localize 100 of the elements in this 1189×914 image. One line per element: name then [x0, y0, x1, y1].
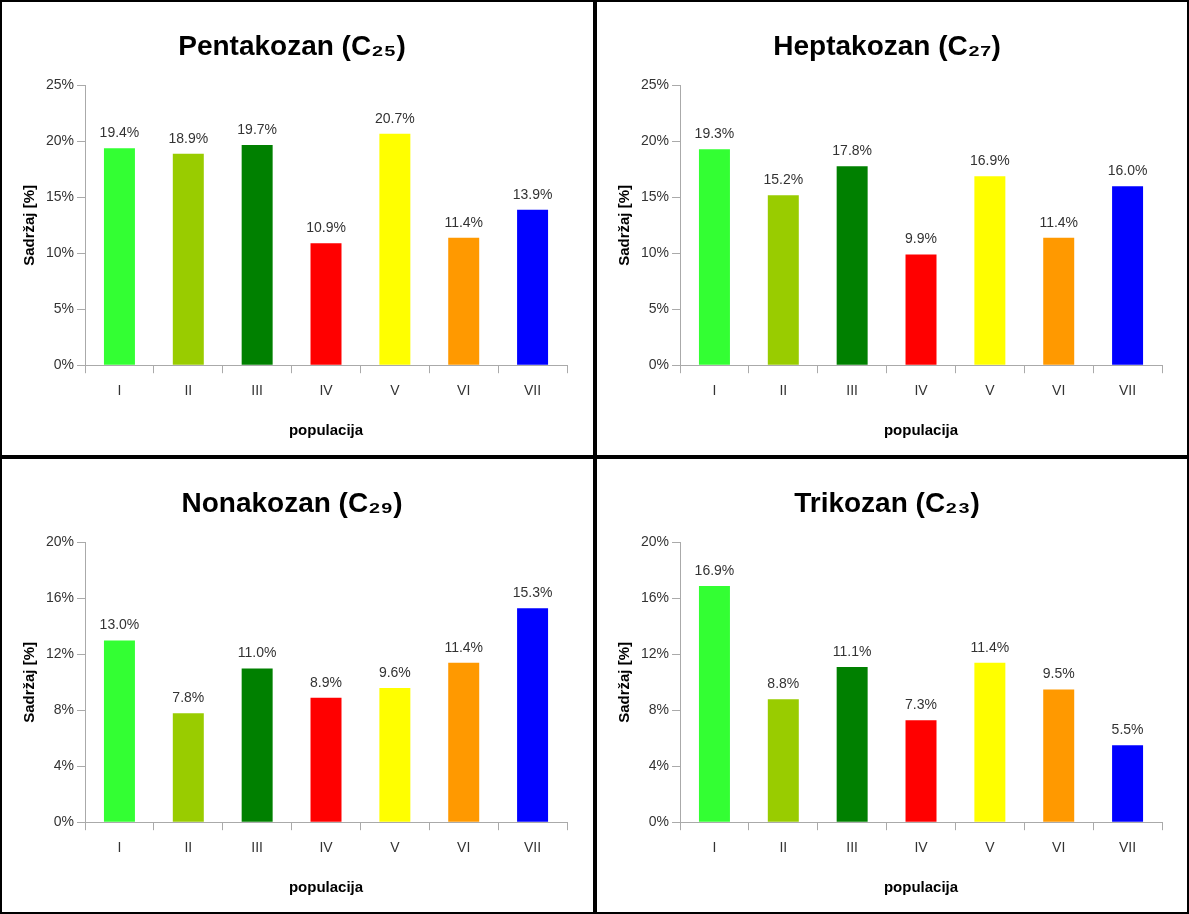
data-label: 16.9% — [694, 561, 735, 578]
data-label: 19.7% — [237, 120, 278, 137]
bar — [310, 697, 342, 822]
bar — [698, 149, 730, 365]
x-tick-label: IV — [914, 839, 929, 856]
x-tick-label: I — [712, 839, 717, 856]
x-tick-label: IV — [319, 382, 334, 399]
x-tick-label: I — [117, 382, 122, 399]
x-tick-label: VI — [1052, 382, 1066, 399]
x-tick-label: VII — [524, 382, 542, 399]
x-tick-label: VI — [457, 382, 471, 399]
bar — [1043, 237, 1075, 365]
bar — [103, 640, 135, 822]
data-label: 11.4% — [970, 638, 1010, 655]
y-tick-label: 20% — [640, 533, 670, 550]
x-axis-title: populacija — [288, 878, 364, 896]
y-tick-label: 4% — [648, 757, 670, 774]
data-label: 17.8% — [832, 141, 873, 158]
data-label: 16.0% — [1107, 162, 1148, 179]
x-tick-label: II — [184, 382, 193, 399]
y-tick-label: 25% — [640, 76, 670, 93]
x-tick-label: IV — [914, 382, 929, 399]
x-tick-label: VII — [524, 839, 542, 856]
y-tick-label: 20% — [45, 132, 75, 149]
y-tick-label: 12% — [640, 645, 670, 662]
bar — [241, 668, 273, 822]
x-tick-label: III — [846, 382, 858, 399]
bar — [767, 699, 799, 822]
data-label: 13.0% — [99, 616, 140, 633]
chart-title: Trikozan (C₂₃) — [794, 486, 980, 518]
x-tick-label: V — [390, 382, 401, 399]
bar — [905, 720, 937, 822]
y-tick-label: 15% — [640, 188, 670, 205]
x-tick-label: III — [251, 839, 263, 856]
bar — [448, 237, 480, 365]
data-label: 15.3% — [512, 584, 553, 601]
x-tick-label: V — [985, 382, 996, 399]
x-tick-label: IV — [319, 839, 334, 856]
data-label: 9.6% — [378, 663, 411, 680]
y-tick-label: 16% — [640, 589, 670, 606]
bar — [172, 713, 204, 822]
x-axis-title: populacija — [883, 421, 959, 439]
data-label: 11.0% — [237, 644, 277, 661]
x-tick-label: I — [712, 382, 717, 399]
bar — [379, 133, 411, 365]
y-tick-label: 0% — [648, 813, 670, 830]
x-tick-label: I — [117, 839, 122, 856]
y-tick-label: 25% — [45, 76, 75, 93]
x-tick-label: III — [251, 382, 263, 399]
x-tick-label: II — [184, 839, 193, 856]
x-tick-label: VI — [1052, 839, 1066, 856]
bar — [103, 148, 135, 365]
y-axis-title: Sadržaj [%] — [615, 641, 633, 723]
data-label: 9.9% — [905, 230, 937, 247]
bar — [1043, 689, 1075, 822]
x-tick-label: V — [985, 839, 996, 856]
x-axis-title: populacija — [883, 878, 959, 896]
x-axis-title: populacija — [288, 421, 364, 439]
chart-title: Heptakozan (C₂₇) — [773, 29, 1001, 61]
data-label: 19.4% — [99, 124, 140, 141]
data-label: 7.3% — [905, 696, 937, 713]
data-label: 11.4% — [1039, 213, 1079, 230]
data-label: 9.5% — [1042, 665, 1075, 682]
data-label: 7.8% — [172, 689, 205, 706]
y-tick-label: 16% — [45, 589, 75, 606]
data-label: 8.9% — [310, 673, 342, 690]
bar — [905, 254, 937, 365]
data-label: 13.9% — [512, 185, 553, 202]
y-tick-label: 20% — [45, 533, 75, 550]
bar — [767, 195, 799, 365]
y-tick-label: 5% — [648, 300, 670, 317]
y-tick-label: 10% — [640, 244, 670, 261]
x-tick-label: VII — [1119, 839, 1137, 856]
bar — [172, 153, 204, 365]
data-label: 15.2% — [763, 171, 804, 188]
data-label: 11.1% — [832, 642, 872, 659]
y-tick-label: 4% — [53, 757, 75, 774]
data-label: 5.5% — [1111, 721, 1144, 738]
y-tick-label: 8% — [648, 701, 670, 718]
data-label: 19.3% — [694, 125, 735, 142]
x-tick-label: VI — [457, 839, 471, 856]
y-tick-label: 10% — [45, 244, 75, 261]
y-tick-label: 15% — [45, 188, 75, 205]
data-label: 11.4% — [444, 638, 484, 655]
data-label: 10.9% — [306, 219, 346, 236]
x-tick-label: II — [779, 839, 788, 856]
data-label: 8.8% — [767, 675, 800, 692]
bar — [1112, 745, 1144, 822]
y-tick-label: 5% — [53, 300, 75, 317]
bar — [1112, 186, 1144, 365]
bar — [379, 687, 411, 822]
x-tick-label: V — [390, 839, 401, 856]
bar — [241, 144, 273, 365]
y-axis-title: Sadržaj [%] — [20, 184, 38, 266]
bar — [836, 166, 868, 365]
y-tick-label: 0% — [53, 813, 75, 830]
data-label: 16.9% — [970, 152, 1010, 169]
data-label: 11.4% — [444, 213, 484, 230]
y-tick-label: 0% — [648, 356, 670, 373]
bar — [974, 176, 1006, 365]
